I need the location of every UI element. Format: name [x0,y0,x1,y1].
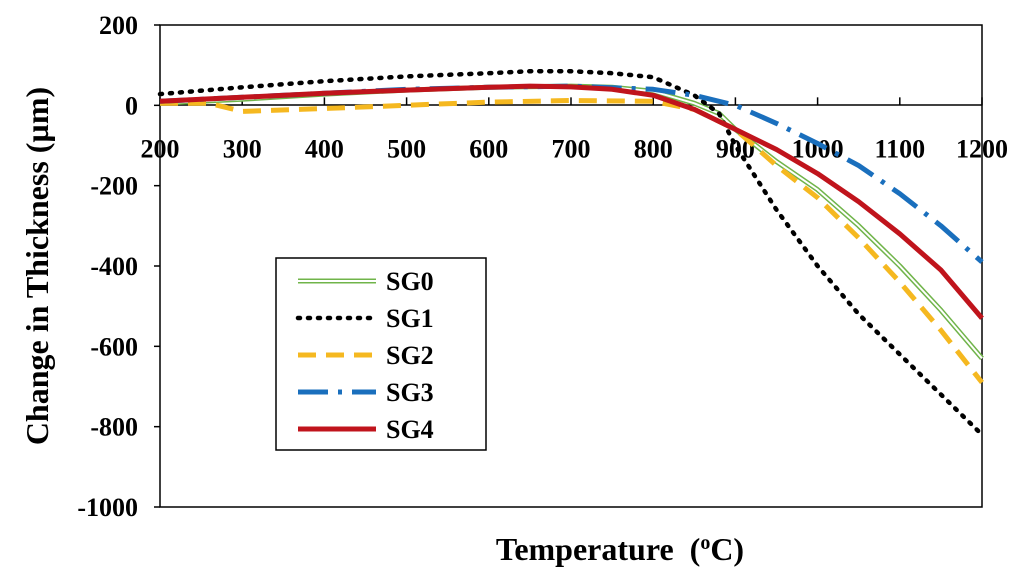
series-sg4-line [159,83,984,320]
y-tick-label: -400 [90,252,138,281]
series-sg2-line [160,98,984,385]
y-tick-label: 200 [99,11,138,40]
y-tick-label: -800 [90,413,138,442]
legend-sg2-label: SG2 [386,341,434,370]
y-tick-label: 0 [125,91,138,120]
legend-sg4-label: SG4 [386,415,434,444]
x-axis-title-text: Temperature [496,531,674,567]
series-group [157,68,985,437]
x-unit-open: ( [690,531,701,567]
x-axis-title: Temperature (oC) [496,531,744,567]
x-unit-degree: o [700,532,710,554]
legend-sg1-label: SG1 [386,304,434,333]
legend: SG0 SG1 SG2 SG3 SG4 [275,257,487,451]
y-tick-label: -1000 [77,493,138,522]
y-tick-label: -200 [90,172,138,201]
x-tick-label: 1000 [792,134,844,163]
x-tick-label: 200 [141,134,180,163]
x-ticks: 200 300 400 500 600 700 800 900 1000 1100 1200 [141,97,1008,163]
x-tick-label: 1100 [875,134,926,163]
x-tick-label: 500 [387,134,426,163]
legend-sg3-label: SG3 [386,378,434,407]
x-tick-label: 300 [223,134,262,163]
x-tick-label: 1200 [956,134,1008,163]
series-sg1-line [157,68,985,437]
y-tick-label: -600 [90,332,138,361]
x-tick-label: 400 [305,134,344,163]
y-axis-title: Change in Thickness (µm) [19,87,55,445]
legend-sg0-label: SG0 [386,267,434,296]
x-tick-label: 800 [634,134,673,163]
x-unit-close: C) [710,531,744,567]
y-ticks: 200 0 -200 -400 -600 -800 -1000 [77,11,160,522]
x-tick-label: 700 [552,134,591,163]
x-tick-label: 600 [469,134,508,163]
x-axis-title-unit: (oC) [690,531,744,567]
